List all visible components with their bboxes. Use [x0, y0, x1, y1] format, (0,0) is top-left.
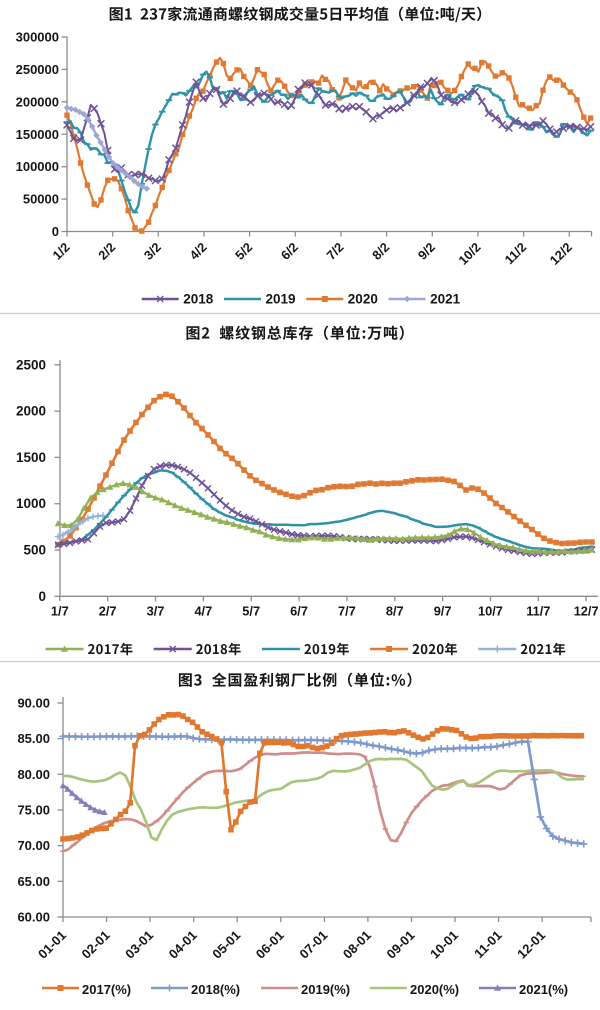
svg-text:2018(%): 2018(%) — [191, 982, 240, 997]
svg-text:1000: 1000 — [16, 496, 46, 511]
svg-text:3/7: 3/7 — [147, 604, 165, 619]
svg-text:50000: 50000 — [23, 192, 59, 207]
svg-text:150000: 150000 — [16, 127, 59, 142]
svg-text:9/7: 9/7 — [434, 604, 452, 619]
svg-text:2020(%): 2020(%) — [410, 982, 459, 997]
svg-text:2019: 2019 — [266, 292, 296, 307]
svg-text:6/7: 6/7 — [290, 604, 308, 619]
svg-text:70.00: 70.00 — [17, 838, 50, 853]
svg-text:2018: 2018 — [183, 292, 214, 307]
svg-text:2017(%): 2017(%) — [82, 982, 131, 997]
svg-text:80.00: 80.00 — [17, 767, 50, 782]
svg-text:2019(%): 2019(%) — [301, 982, 350, 997]
svg-text:2/7: 2/7 — [99, 604, 117, 619]
svg-text:90.00: 90.00 — [17, 695, 50, 710]
svg-text:250000: 250000 — [16, 62, 59, 77]
svg-text:2020: 2020 — [348, 292, 378, 307]
svg-text:10/7: 10/7 — [478, 604, 503, 619]
svg-text:11/7: 11/7 — [526, 604, 550, 619]
svg-text:0: 0 — [52, 224, 59, 239]
svg-text:500: 500 — [23, 543, 46, 558]
svg-text:300000: 300000 — [16, 30, 59, 45]
svg-text:65.00: 65.00 — [17, 874, 50, 889]
svg-text:2000: 2000 — [16, 404, 46, 419]
svg-text:1500: 1500 — [16, 450, 46, 465]
svg-text:200000: 200000 — [16, 94, 59, 109]
svg-text:8/7: 8/7 — [386, 604, 404, 619]
svg-text:12/7: 12/7 — [574, 604, 599, 619]
svg-text:7/7: 7/7 — [338, 604, 356, 619]
svg-text:2021(%): 2021(%) — [519, 982, 568, 997]
svg-text:4/7: 4/7 — [194, 604, 212, 619]
svg-text:2500: 2500 — [16, 357, 46, 372]
svg-text:0: 0 — [38, 589, 46, 604]
svg-text:1/7: 1/7 — [51, 604, 69, 619]
svg-text:75.00: 75.00 — [17, 802, 50, 817]
svg-text:100000: 100000 — [16, 159, 59, 174]
svg-text:85.00: 85.00 — [17, 731, 50, 746]
svg-text:5/7: 5/7 — [242, 604, 260, 619]
svg-text:60.00: 60.00 — [17, 910, 50, 925]
svg-text:2021: 2021 — [430, 292, 461, 307]
